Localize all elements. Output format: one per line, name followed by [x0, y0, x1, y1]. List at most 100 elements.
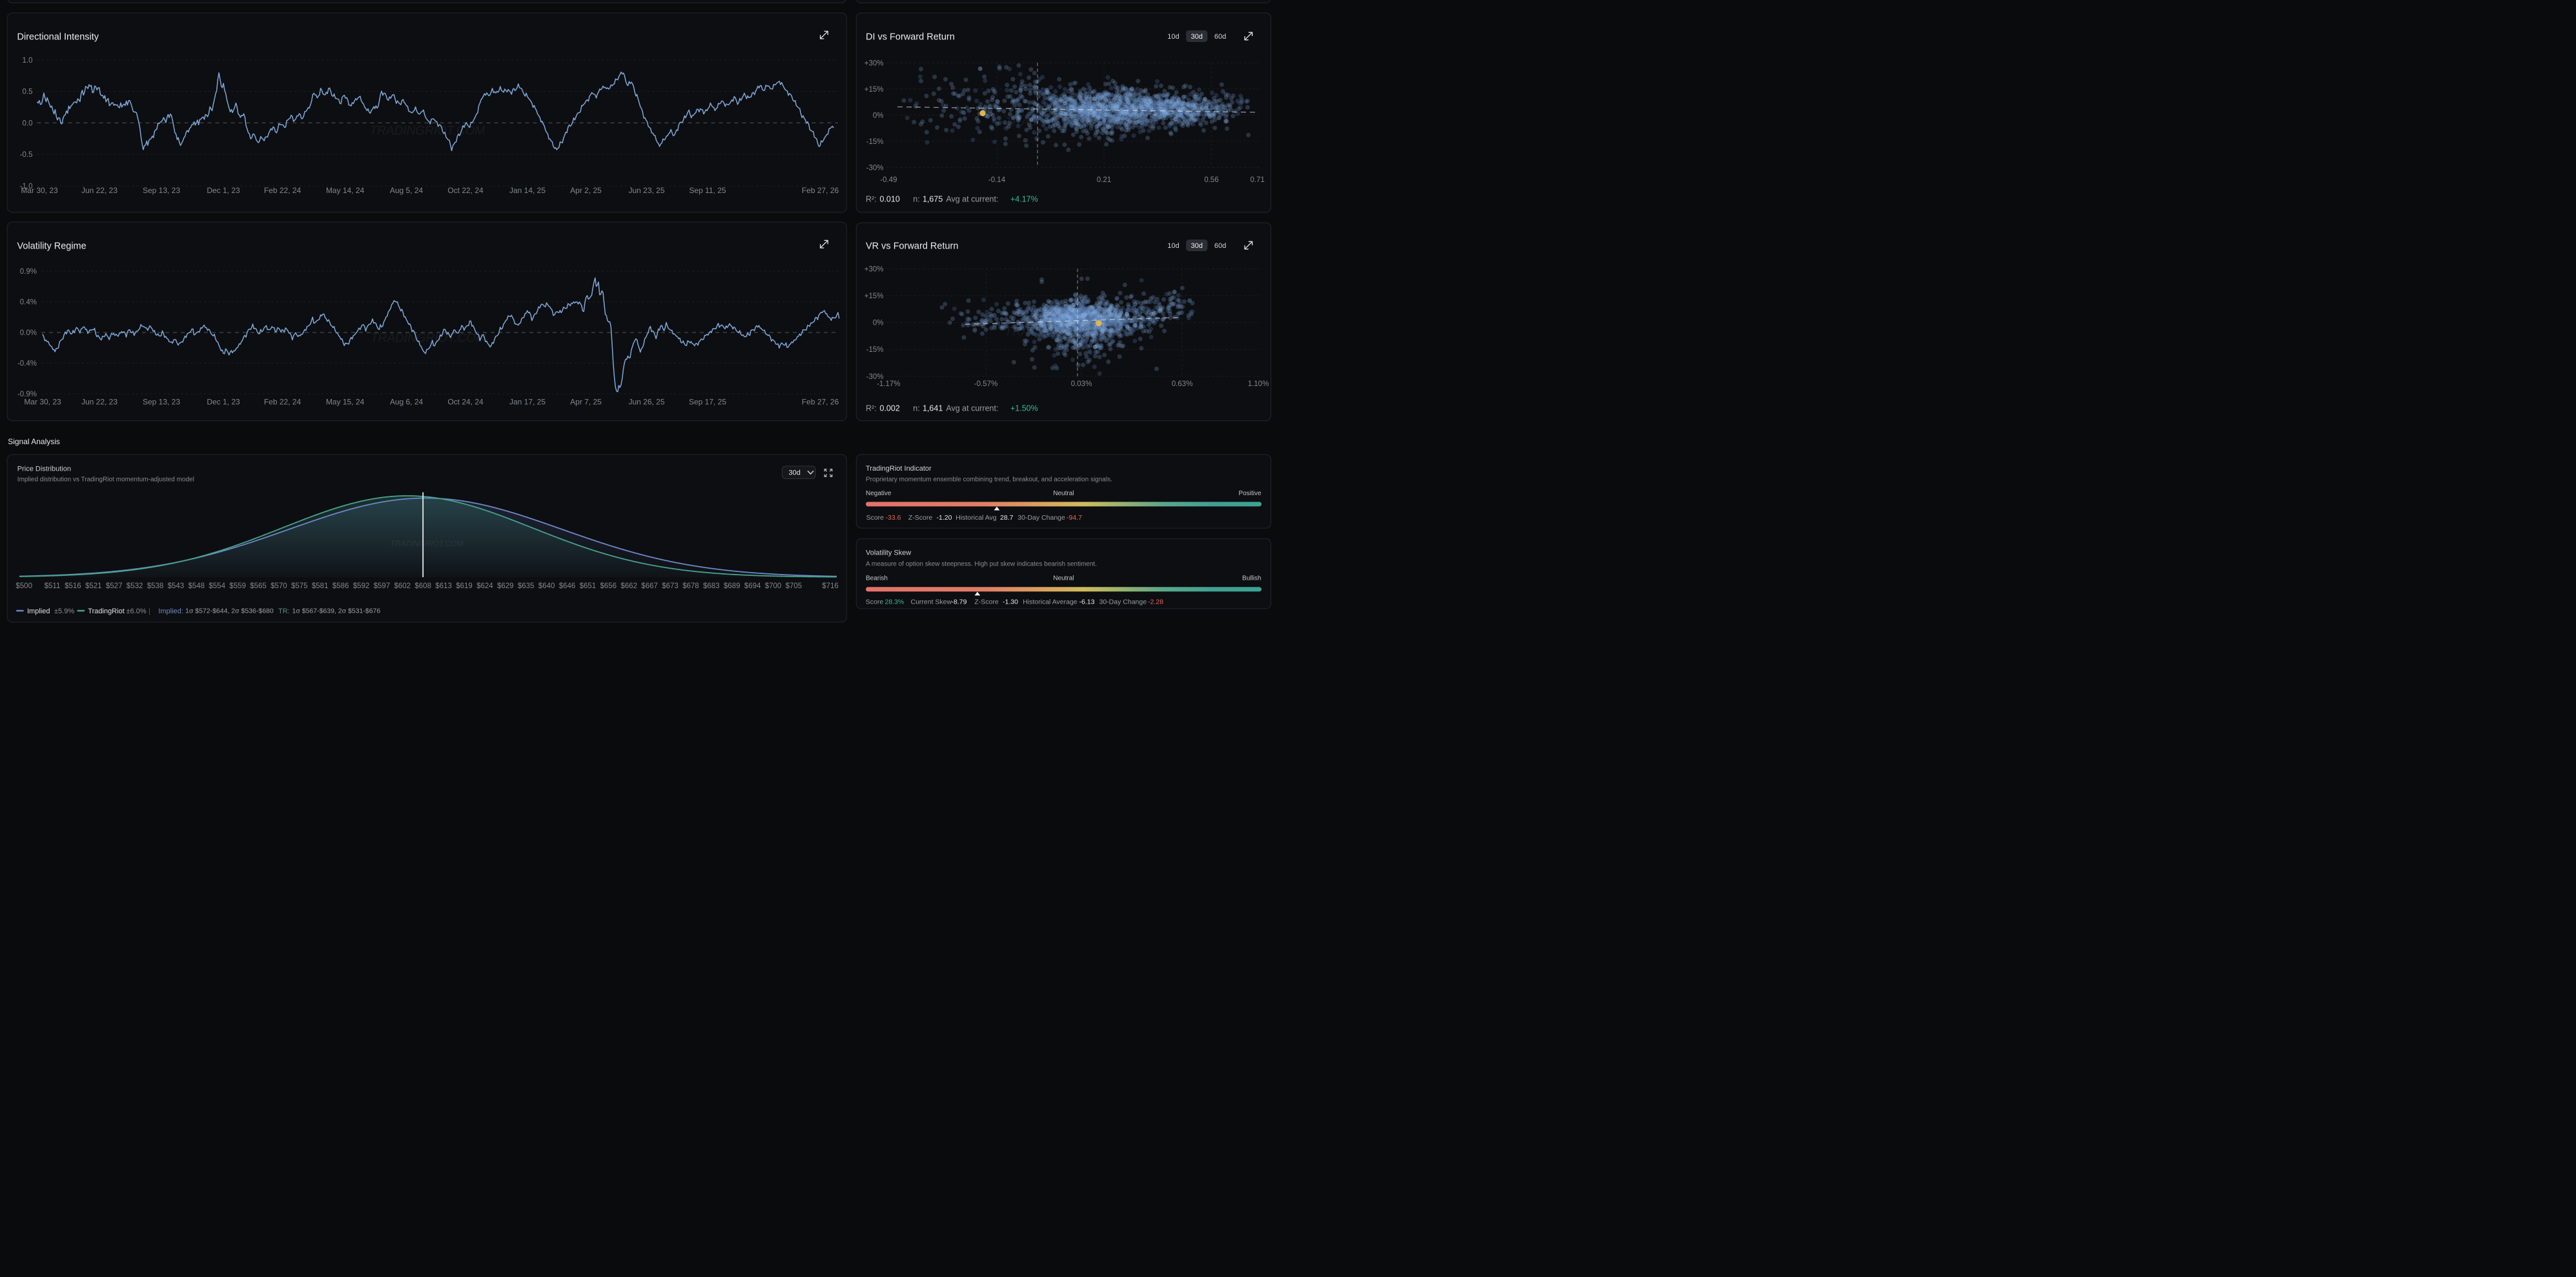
svg-text:-0.14: -0.14: [988, 176, 1006, 184]
svg-text:1.0: 1.0: [23, 57, 33, 65]
svg-text:Bullish: Bullish: [1242, 575, 1261, 582]
svg-text:Sep 13, 23: Sep 13, 23: [143, 398, 180, 407]
svg-text:$635: $635: [518, 582, 535, 590]
svg-text:A measure of option skew steep: A measure of option skew steepness. High…: [866, 561, 1097, 568]
svg-text:Dec 1, 23: Dec 1, 23: [207, 186, 240, 195]
svg-text:$646: $646: [559, 582, 576, 590]
svg-text:0.5: 0.5: [23, 88, 33, 96]
svg-text:Aug 5, 24: Aug 5, 24: [390, 186, 424, 195]
svg-text:+15%: +15%: [864, 86, 884, 94]
svg-text:28.7: 28.7: [1000, 514, 1014, 522]
svg-text:Oct 22, 24: Oct 22, 24: [447, 186, 484, 195]
svg-text:Score: Score: [866, 598, 884, 606]
svg-text:$678: $678: [682, 582, 699, 590]
svg-text:$597: $597: [374, 582, 391, 590]
svg-text:+4.17%: +4.17%: [1010, 195, 1038, 204]
svg-text:0%: 0%: [873, 112, 884, 119]
svg-text:$500: $500: [15, 582, 32, 590]
svg-text:-15%: -15%: [866, 346, 884, 354]
svg-text:$619: $619: [456, 582, 473, 590]
svg-text:-1.17%: -1.17%: [877, 380, 900, 388]
svg-text:R²:: R²:: [866, 195, 877, 204]
svg-text:0.03%: 0.03%: [1071, 380, 1092, 388]
svg-text:DI vs Forward Return: DI vs Forward Return: [866, 32, 955, 42]
svg-text:Avg at current:: Avg at current:: [946, 404, 998, 413]
svg-text:$516: $516: [65, 582, 81, 590]
svg-text:Price Distribution: Price Distribution: [17, 465, 71, 473]
svg-text:TR:: TR:: [278, 608, 290, 615]
svg-text:$538: $538: [147, 582, 164, 590]
svg-text:0.63%: 0.63%: [1172, 380, 1193, 388]
svg-text:10d: 10d: [1167, 33, 1179, 41]
svg-text:Jun 22, 23: Jun 22, 23: [81, 186, 118, 195]
svg-text:10d: 10d: [1167, 242, 1179, 250]
svg-text:Jun 26, 25: Jun 26, 25: [628, 398, 664, 407]
svg-text:-0.5: -0.5: [20, 151, 33, 159]
svg-text:Neutral: Neutral: [1053, 490, 1074, 497]
svg-text:Volatility Regime: Volatility Regime: [17, 241, 87, 251]
svg-text:30d: 30d: [1191, 242, 1203, 250]
svg-text:Oct 24, 24: Oct 24, 24: [447, 398, 484, 407]
svg-text:±5.9%: ±5.9%: [54, 608, 74, 615]
svg-text:-15%: -15%: [866, 138, 884, 146]
svg-text:R²:: R²:: [866, 404, 877, 413]
svg-text:Sep 17, 25: Sep 17, 25: [689, 398, 726, 407]
svg-text:$683: $683: [703, 582, 720, 590]
svg-text:$624: $624: [476, 582, 493, 590]
svg-text:$521: $521: [85, 582, 102, 590]
svg-text:28.3%: 28.3%: [885, 598, 905, 606]
svg-text:Proprietary momentum ensemble: Proprietary momentum ensemble combining …: [866, 476, 1112, 483]
svg-text:$511: $511: [45, 582, 61, 590]
svg-text:Current Skew: Current Skew: [911, 598, 952, 606]
svg-text:Mar 30, 23: Mar 30, 23: [21, 186, 58, 195]
svg-text:1.10%: 1.10%: [1248, 380, 1269, 388]
svg-text:0.0%: 0.0%: [20, 329, 37, 337]
svg-text:Jan 14, 25: Jan 14, 25: [509, 186, 546, 195]
svg-text:0.010: 0.010: [880, 195, 900, 204]
svg-text:Aug 6, 24: Aug 6, 24: [390, 398, 424, 407]
svg-text:0.71: 0.71: [1250, 176, 1264, 184]
svg-text:30d: 30d: [1191, 33, 1203, 41]
svg-text:1σ $572-$644, 2σ $536-$680: 1σ $572-$644, 2σ $536-$680: [185, 608, 274, 615]
svg-text:Implied:: Implied:: [158, 608, 183, 615]
svg-text:TradingRiot: TradingRiot: [88, 608, 124, 615]
svg-text:Mar 30, 23: Mar 30, 23: [24, 398, 61, 407]
svg-text:Jun 23, 25: Jun 23, 25: [628, 186, 664, 195]
svg-text:$554: $554: [209, 582, 225, 590]
svg-text:n:: n:: [913, 195, 919, 204]
svg-text:$575: $575: [291, 582, 308, 590]
svg-text:Sep 11, 25: Sep 11, 25: [689, 186, 726, 195]
svg-text:+15%: +15%: [864, 292, 884, 300]
svg-text:0.0: 0.0: [23, 119, 33, 127]
svg-text:Neutral: Neutral: [1053, 575, 1074, 582]
svg-text:30-Day Change: 30-Day Change: [1099, 598, 1147, 606]
svg-text:$608: $608: [414, 582, 431, 590]
svg-text:0.4%: 0.4%: [20, 299, 37, 307]
svg-text:1,675: 1,675: [923, 195, 943, 204]
svg-text:Avg at current:: Avg at current:: [946, 195, 998, 204]
svg-text:Jun 22, 23: Jun 22, 23: [81, 398, 118, 407]
svg-text:$700: $700: [765, 582, 782, 590]
svg-text:Implied: Implied: [27, 608, 50, 615]
svg-text:Feb 22, 24: Feb 22, 24: [264, 186, 302, 195]
svg-text:$532: $532: [127, 582, 143, 590]
svg-text:TRADINGRIOT.COM: TRADINGRIOT.COM: [1005, 325, 1123, 339]
svg-text:$581: $581: [312, 582, 329, 590]
svg-text:$565: $565: [250, 582, 267, 590]
svg-text:+30%: +30%: [864, 59, 884, 67]
svg-text:Sep 13, 23: Sep 13, 23: [143, 186, 180, 195]
svg-text:±6.0%: ±6.0%: [127, 608, 147, 615]
svg-text:-6.13: -6.13: [1079, 598, 1095, 606]
svg-text:Positive: Positive: [1238, 490, 1261, 497]
svg-text:Historical Avg: Historical Avg: [956, 514, 997, 522]
svg-text:$602: $602: [394, 582, 411, 590]
svg-text:Implied distribution vs Tradin: Implied distribution vs TradingRiot mome…: [17, 476, 194, 483]
svg-text:Historical Average: Historical Average: [1023, 598, 1078, 606]
svg-text:60d: 60d: [1214, 242, 1226, 250]
svg-text:30d: 30d: [789, 469, 801, 477]
svg-text:$673: $673: [662, 582, 679, 590]
svg-text:$705: $705: [786, 582, 802, 590]
svg-text:$613: $613: [435, 582, 452, 590]
svg-text:60d: 60d: [1214, 33, 1226, 41]
svg-text:0%: 0%: [873, 320, 884, 327]
